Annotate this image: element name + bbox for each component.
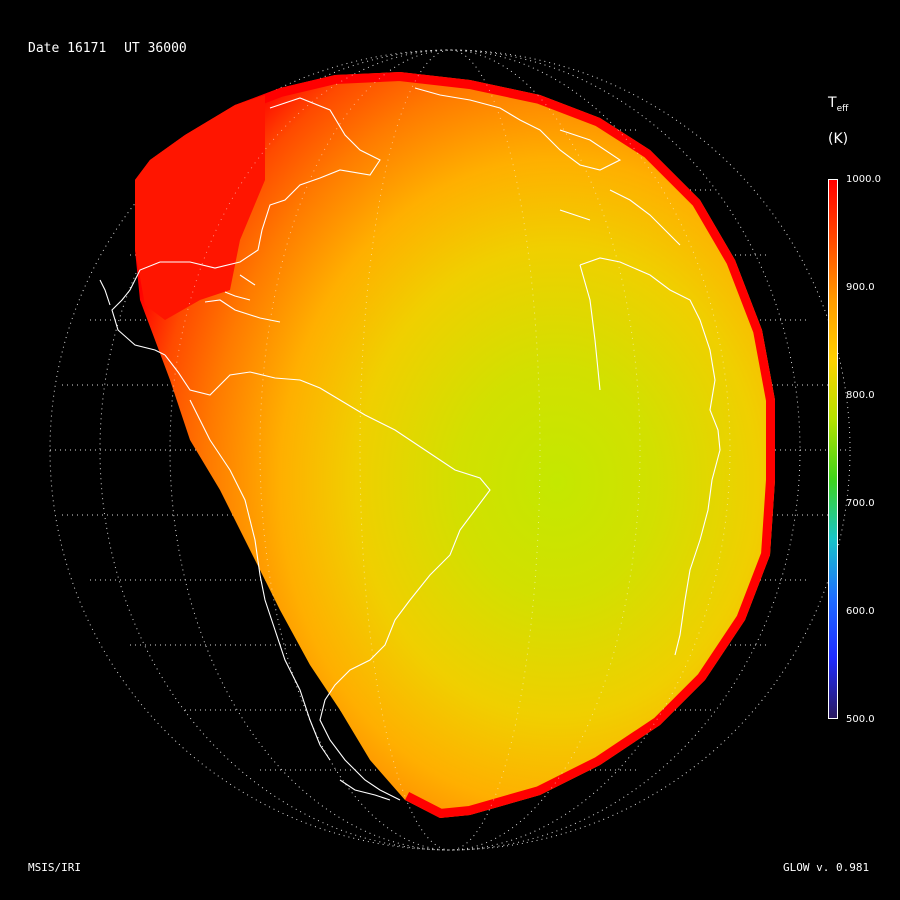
colorbar (828, 179, 838, 719)
colorbar-tick-label: 700.0 (846, 498, 875, 509)
model-label: MSIS/IRI (28, 861, 81, 874)
temperature-field (135, 72, 775, 818)
date-label: Date 16171 (28, 41, 107, 56)
globe-limb (49, 49, 851, 851)
colorbar-title: Teff (828, 95, 848, 114)
terminator-band (135, 72, 775, 818)
colorbar-tick-label: 600.0 (846, 606, 875, 617)
version-label: GLOW v. 0.981 (783, 861, 870, 874)
colorbar-tick-label: 500.0 (846, 714, 875, 725)
colorbar-title-sub: eff (836, 103, 849, 114)
day-region (135, 72, 775, 818)
colorbar-units: (K) (828, 131, 849, 147)
ut-label: UT 36000 (124, 41, 187, 56)
colorbar-tick-label: 800.0 (846, 390, 875, 401)
colorbar-tick-label: 900.0 (846, 282, 875, 293)
date-time-label: Date 16171 UT 36000 (28, 41, 187, 56)
colorbar-title-main: T (828, 95, 837, 111)
coastlines (99, 87, 721, 801)
colorbar-tick-label: 1000.0 (846, 174, 881, 185)
